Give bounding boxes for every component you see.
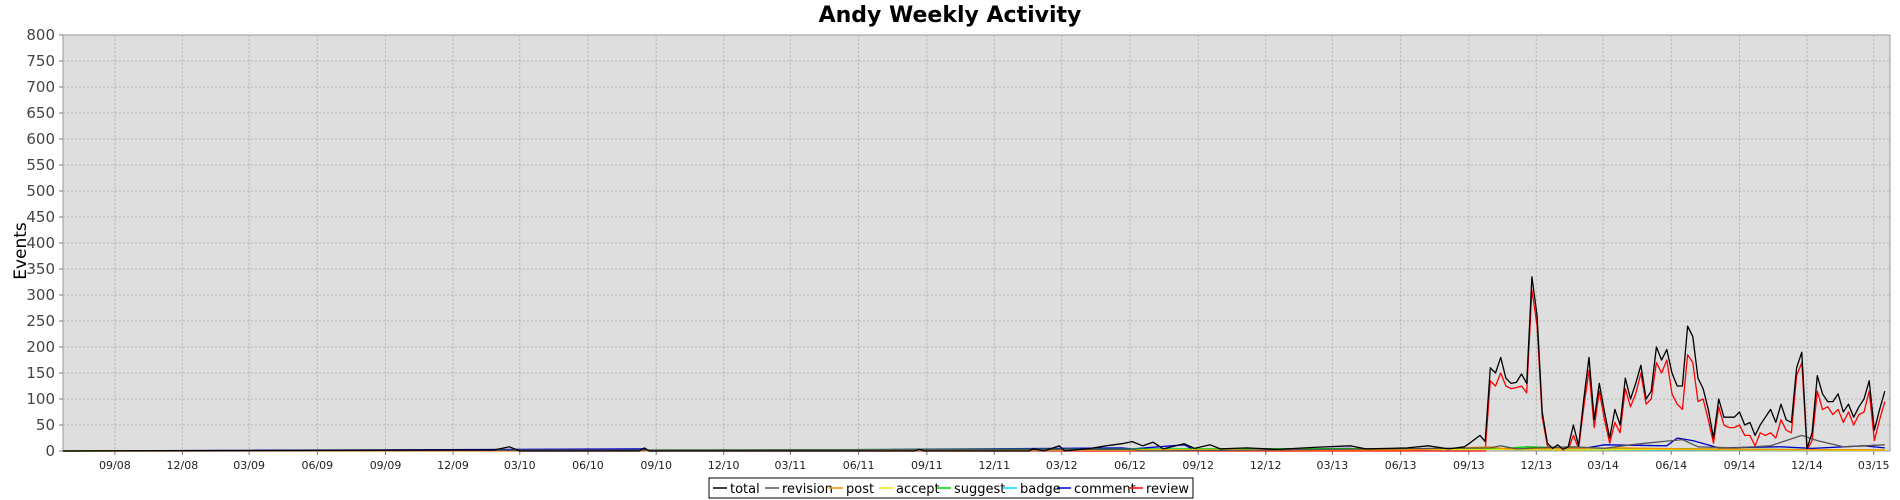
x-tick-label: 03/09 xyxy=(233,459,265,472)
y-tick-label: 350 xyxy=(26,260,55,278)
legend-label-revision: revision xyxy=(782,482,833,497)
series-lines xyxy=(62,276,1886,452)
x-tick-label: 09/09 xyxy=(370,459,402,472)
x-tick-label: 09/14 xyxy=(1724,459,1756,472)
x-tick-label: 06/12 xyxy=(1114,459,1146,472)
legend-label-suggest: suggest xyxy=(954,482,1005,497)
y-tick-label: 500 xyxy=(26,182,55,200)
x-tick-label: 09/08 xyxy=(99,459,131,472)
legend-label-review: review xyxy=(1146,482,1189,497)
chart-title: Andy Weekly Activity xyxy=(819,3,1082,28)
x-tick-label: 06/14 xyxy=(1655,459,1687,472)
series-line-revision xyxy=(62,434,1885,452)
legend-label-comment: comment xyxy=(1074,482,1136,497)
y-tick-label: 700 xyxy=(26,78,55,96)
x-tick-label: 03/10 xyxy=(504,459,536,472)
x-tick-label: 09/13 xyxy=(1453,459,1485,472)
x-tick-label: 12/14 xyxy=(1791,459,1823,472)
y-tick-label: 300 xyxy=(26,286,55,304)
y-tick-label: 400 xyxy=(26,234,55,252)
y-tick-label: 800 xyxy=(26,26,55,44)
x-tick-label: 06/10 xyxy=(572,459,604,472)
x-tick-label: 12/09 xyxy=(437,459,469,472)
y-tick-label: 100 xyxy=(26,390,55,408)
x-tick-label: 09/12 xyxy=(1182,459,1214,472)
x-tick-label: 12/08 xyxy=(167,459,199,472)
x-tick-label: 03/15 xyxy=(1858,459,1890,472)
series-line-review xyxy=(63,289,1886,452)
y-tick-label: 50 xyxy=(36,416,55,434)
legend-label-post: post xyxy=(846,482,874,497)
series-line-total xyxy=(62,276,1886,452)
y-tick-label: 450 xyxy=(26,208,55,226)
y-axis-label: Events xyxy=(11,222,31,280)
x-tick-label: 12/12 xyxy=(1250,459,1282,472)
x-tick-label: 06/09 xyxy=(301,459,333,472)
x-tick-label: 03/14 xyxy=(1587,459,1619,472)
x-tick-label: 12/13 xyxy=(1520,459,1552,472)
y-tick-label: 550 xyxy=(26,156,55,174)
y-tick-label: 0 xyxy=(45,442,55,460)
legend: total revision post accept suggest badge comme… xyxy=(708,477,1194,499)
y-tick-label: 200 xyxy=(26,338,55,356)
y-axis-ticks: 0 50 100 150 200 250 300 350 400 450 500 550 600 650 7… xyxy=(26,26,63,460)
legend-label-total: total xyxy=(730,482,760,497)
y-tick-label: 150 xyxy=(26,364,55,382)
x-tick-label: 06/11 xyxy=(843,459,875,472)
y-tick-label: 250 xyxy=(26,312,55,330)
x-axis-ticks: 09/08 12/08 03/09 06/09 09/09 12/09 03/10 06/10… xyxy=(99,451,1890,472)
x-tick-label: 09/11 xyxy=(911,459,943,472)
x-tick-label: 09/10 xyxy=(640,459,672,472)
y-tick-label: 650 xyxy=(26,104,55,122)
y-tick-label: 750 xyxy=(26,52,55,70)
x-tick-label: 12/10 xyxy=(708,459,740,472)
legend-label-accept: accept xyxy=(896,482,940,497)
y-tick-label: 600 xyxy=(26,130,55,148)
legend-label-badge: badge xyxy=(1020,482,1061,497)
x-tick-label: 06/13 xyxy=(1385,459,1417,472)
x-tick-label: 12/11 xyxy=(978,459,1010,472)
x-tick-label: 03/11 xyxy=(775,459,807,472)
x-tick-label: 03/12 xyxy=(1046,459,1078,472)
gridlines xyxy=(63,35,1890,451)
x-tick-label: 03/13 xyxy=(1317,459,1349,472)
